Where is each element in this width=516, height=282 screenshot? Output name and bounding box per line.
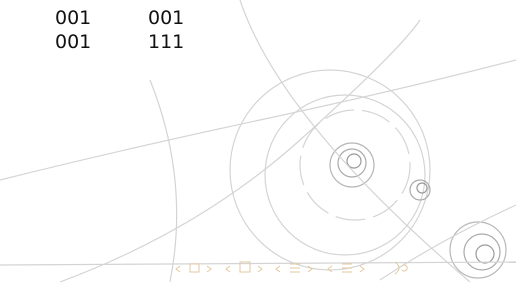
- nav-prev-doc[interactable]: [328, 266, 332, 272]
- cell: 001: [148, 6, 184, 30]
- nav-prev-subsection[interactable]: [226, 266, 230, 272]
- swirl: [300, 110, 410, 220]
- swirl: [464, 234, 500, 270]
- line-decoration: [0, 262, 516, 265]
- line-decoration: [240, 0, 470, 282]
- line-decoration: [380, 205, 516, 280]
- swirl: [417, 183, 427, 193]
- cell: 001: [55, 30, 91, 54]
- nav-next-section[interactable]: [308, 266, 312, 272]
- nav-next-frame[interactable]: [207, 266, 211, 272]
- cell: 111: [148, 30, 184, 54]
- nav-next-doc[interactable]: [360, 266, 364, 272]
- nav-frame[interactable]: [190, 264, 199, 272]
- swirl: [476, 245, 494, 263]
- swirl: [338, 149, 366, 177]
- slide: {"table": {"rows": [["001", "001"], ["00…: [0, 0, 516, 282]
- nav-prev-frame[interactable]: [176, 266, 180, 272]
- nav-doc[interactable]: [342, 264, 352, 272]
- line-decoration: [60, 20, 420, 282]
- nav-prev-section[interactable]: [276, 266, 280, 272]
- line-decoration: [150, 80, 177, 282]
- nav-next-subsection[interactable]: [258, 266, 262, 272]
- line-decoration: [0, 60, 516, 180]
- swirl: [330, 143, 374, 187]
- cell: 001: [55, 6, 91, 30]
- swirl: [347, 154, 361, 168]
